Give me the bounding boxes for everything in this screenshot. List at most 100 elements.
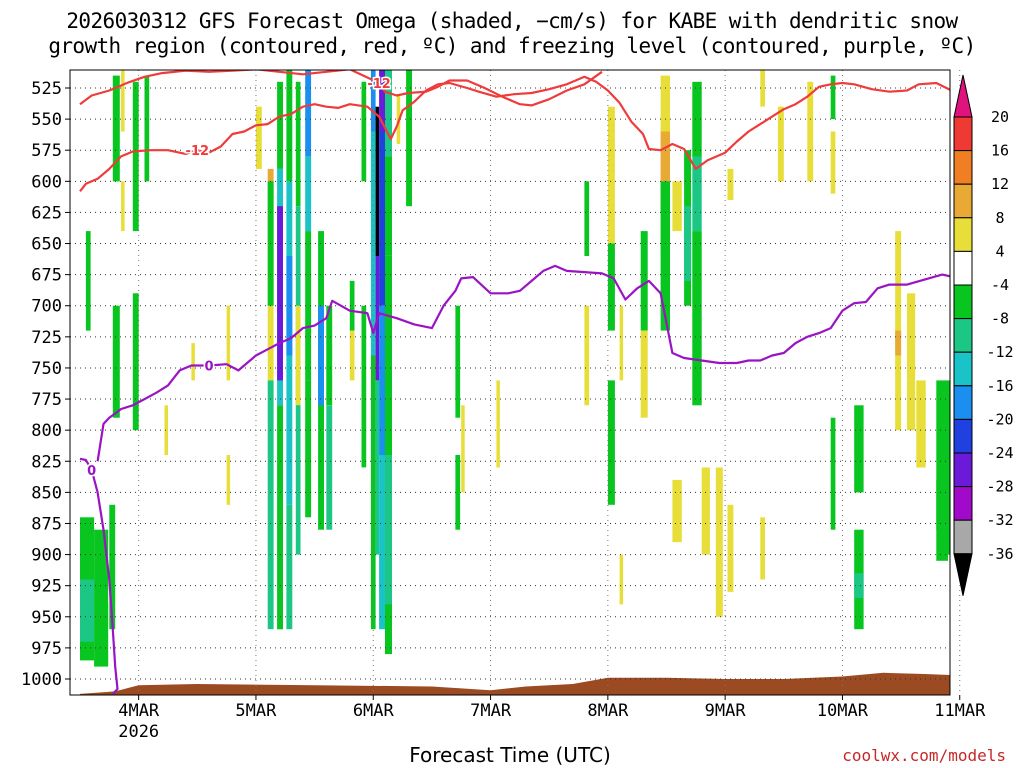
- omega-shade-cell: [619, 305, 624, 381]
- x-tick-label: 8MAR: [587, 701, 629, 721]
- colorbar-swatch: [953, 116, 973, 152]
- y-tick-label: 800: [31, 421, 62, 441]
- x-tick-label: 5MAR: [235, 701, 277, 721]
- chart-title-line1: 2026030312 GFS Forecast Omega (shaded, −…: [66, 9, 958, 33]
- omega-shade-cell: [305, 231, 312, 381]
- y-tick-label: 650: [31, 235, 62, 255]
- omega-shade-cell: [375, 380, 380, 555]
- omega-shading-layer: [80, 70, 989, 667]
- omega-shade-cell: [948, 380, 950, 555]
- y-tick-label: 725: [31, 328, 62, 348]
- y-tick-label: 625: [31, 203, 62, 223]
- omega-shade-cell: [109, 504, 116, 630]
- omega-shade-cell: [854, 405, 864, 493]
- y-tick-label: 950: [31, 608, 62, 628]
- omega-shade-cell: [277, 405, 283, 630]
- omega-shade-cell: [496, 380, 500, 468]
- omega-shade-cell: [830, 131, 836, 194]
- omega-shade-cell: [112, 75, 120, 182]
- omega-shade-cell: [692, 156, 702, 232]
- omega-shade-cell: [379, 305, 385, 455]
- colorbar-label: -36: [986, 545, 1013, 563]
- y-tick-label: 875: [31, 515, 62, 535]
- omega-shade-cell: [370, 355, 376, 630]
- omega-shade-cell: [455, 455, 461, 530]
- omega-shade-cell: [132, 293, 139, 431]
- y-tick-label: 575: [31, 141, 62, 161]
- y-tick-label: 1000: [21, 670, 62, 690]
- omega-shade-cell: [907, 293, 916, 381]
- y-tick-label: 775: [31, 390, 62, 410]
- contour-label: -12: [186, 144, 210, 159]
- omega-shade-cell: [455, 305, 461, 418]
- omega-shade-cell: [936, 380, 948, 530]
- colorbar-label: 8: [995, 209, 1004, 227]
- y-tick-label: 925: [31, 577, 62, 597]
- y-tick-label: 750: [31, 359, 62, 379]
- contour-layer: -12 -12 0 0: [79, 70, 950, 695]
- omega-shade-cell: [295, 305, 301, 406]
- omega-shade-cell: [981, 76, 989, 132]
- omega-shade-cell: [715, 467, 723, 617]
- y-tick-label: 900: [31, 546, 62, 566]
- omega-shade-cell: [121, 70, 125, 132]
- colorbar-label: -28: [986, 478, 1013, 496]
- x-tick-sublabel: 2026: [118, 722, 159, 742]
- omega-shade-cell: [760, 70, 765, 107]
- omega-shade-cell: [144, 75, 150, 182]
- x-tick-label: 6MAR: [353, 701, 395, 721]
- omega-shade-cell: [830, 75, 836, 120]
- omega-shade-cell: [277, 81, 283, 169]
- omega-shade-cell: [660, 131, 670, 207]
- omega-shade-cell: [385, 455, 392, 605]
- omega-shade-cell: [379, 131, 385, 306]
- axes-layer: 525 550 575 600 625 650 675 700 725 750 775 800 825 8…: [21, 69, 986, 742]
- omega-shade-cell: [286, 504, 293, 630]
- colorbar-label: -20: [986, 410, 1013, 428]
- colorbar-swatch: [953, 284, 973, 320]
- omega-shade-cell: [286, 256, 293, 356]
- x-tick-label: 10MAR: [817, 701, 869, 721]
- omega-shade-cell: [318, 430, 324, 530]
- colorbar-label: -12: [986, 343, 1013, 361]
- omega-shade-cell: [461, 405, 465, 493]
- plot-frame: [69, 69, 951, 696]
- omega-shade-cell: [361, 305, 367, 468]
- colorbar-swatch: [953, 183, 973, 219]
- omega-shade-cell: [619, 554, 624, 605]
- y-tick-label: 600: [31, 172, 62, 192]
- omega-shade-cell: [692, 81, 702, 157]
- omega-shade-cell: [255, 106, 262, 169]
- omega-shade-cell: [916, 380, 926, 468]
- dgz-contour-line: [79, 75, 950, 192]
- y-tick-label: 550: [31, 110, 62, 130]
- omega-shade-cell: [948, 492, 950, 555]
- omega-shade-cell: [385, 156, 392, 256]
- colorbar-swatch: [953, 385, 973, 420]
- omega-shade-cell: [406, 131, 412, 207]
- colorbar-arrow-bottom: [953, 553, 973, 596]
- omega-shade-cell: [672, 479, 682, 543]
- omega-shade-cell: [349, 280, 355, 331]
- y-tick-label: 525: [31, 79, 62, 99]
- omega-shade-cell: [981, 181, 989, 256]
- omega-shade-cell: [660, 75, 670, 132]
- omega-shade-cell: [226, 305, 231, 381]
- x-tick-label: 7MAR: [470, 701, 512, 721]
- omega-shade-cell: [607, 243, 615, 331]
- freezing-level-line: [79, 457, 119, 695]
- omega-shade-cell: [830, 417, 836, 530]
- omega-shade-cell: [375, 106, 380, 256]
- omega-shade-cell: [406, 70, 412, 132]
- omega-shade-cell: [305, 380, 312, 518]
- contour-label: -12: [367, 77, 391, 92]
- colorbar-label: 16: [991, 142, 1009, 160]
- y-tick-label: 700: [31, 297, 62, 317]
- contour-label: 0: [204, 360, 213, 375]
- omega-shade-cell: [584, 305, 590, 406]
- omega-shade-cell: [777, 106, 784, 182]
- colorbar-label: -8: [991, 310, 1009, 328]
- omega-shade-cell: [607, 106, 615, 244]
- x-tick-label: 9MAR: [705, 701, 747, 721]
- y-tick-label: 675: [31, 266, 62, 286]
